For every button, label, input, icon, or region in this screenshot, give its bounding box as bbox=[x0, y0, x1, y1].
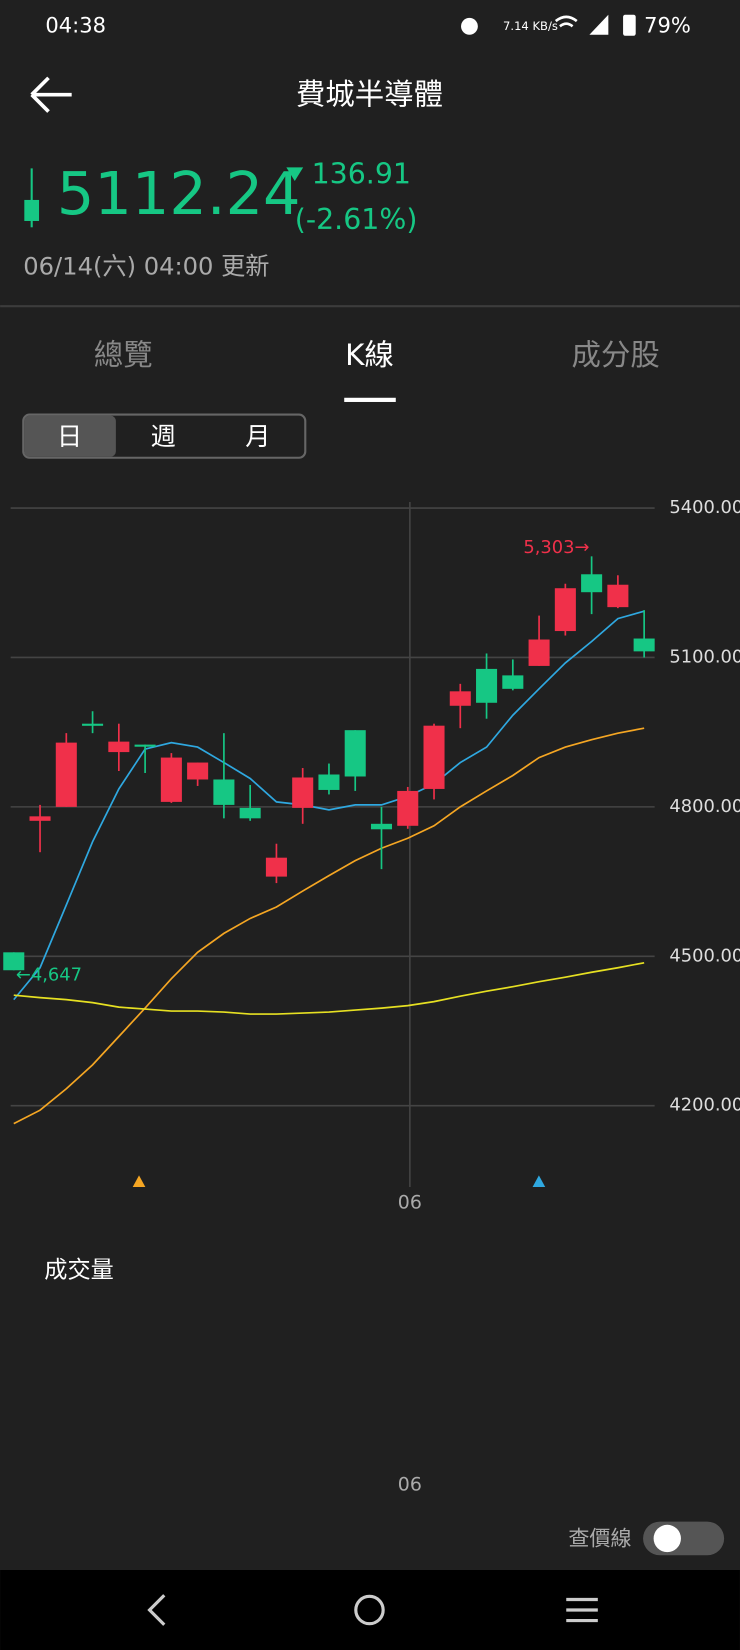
candle-body bbox=[423, 725, 445, 789]
moving-average bbox=[13, 961, 645, 1015]
candle-body bbox=[528, 639, 550, 666]
battery-icon bbox=[623, 14, 636, 36]
period-selector bbox=[22, 413, 307, 459]
y-tick-label: 5400.00 bbox=[669, 497, 740, 518]
period-option[interactable]: 日 bbox=[57, 422, 82, 451]
tab[interactable]: 總覽 bbox=[94, 338, 153, 372]
candle-body bbox=[502, 675, 524, 689]
price-icon-body bbox=[24, 199, 40, 221]
candle-body bbox=[370, 823, 393, 830]
page-title: 費城半導體 bbox=[296, 77, 443, 111]
candle-body bbox=[344, 730, 366, 777]
candle-body bbox=[134, 744, 156, 747]
nav-menu[interactable] bbox=[566, 1597, 598, 1623]
back-button[interactable] bbox=[30, 76, 72, 113]
marker bbox=[132, 1175, 146, 1187]
tab-underline bbox=[344, 397, 396, 402]
high-annotation: 5,303→ bbox=[523, 537, 589, 558]
candle-body bbox=[213, 779, 235, 805]
period-option[interactable]: 月 bbox=[245, 422, 270, 451]
wifi-icon bbox=[554, 15, 578, 28]
nav-back[interactable] bbox=[147, 1594, 166, 1626]
tab[interactable]: 成分股 bbox=[572, 338, 660, 372]
price: 5112.24 bbox=[57, 159, 301, 228]
nav-home[interactable] bbox=[354, 1594, 385, 1626]
moving-average bbox=[13, 727, 645, 1125]
battery-level: 79% bbox=[644, 12, 691, 37]
candle-body bbox=[265, 857, 287, 877]
candle-body bbox=[476, 668, 498, 703]
candle-body bbox=[29, 816, 51, 821]
moving-average bbox=[13, 610, 645, 1001]
update-time: 06/14(六) 04:00 更新 bbox=[23, 252, 269, 280]
y-tick-label: 4200.00 bbox=[669, 1095, 740, 1116]
candle-body bbox=[581, 574, 603, 593]
candle-body bbox=[82, 723, 104, 726]
candle-body bbox=[607, 584, 629, 608]
y-tick-label: 4800.00 bbox=[669, 796, 740, 817]
volume-x-tick-label: 06 bbox=[398, 1473, 422, 1495]
candle-body bbox=[160, 757, 182, 802]
dnd-icon bbox=[461, 17, 478, 35]
tab-active[interactable]: K線 bbox=[345, 338, 394, 372]
candle-body bbox=[397, 790, 419, 826]
change: 136.91 bbox=[312, 158, 411, 191]
period-option[interactable]: 週 bbox=[151, 422, 176, 451]
signal-icon bbox=[589, 14, 609, 35]
down-arrow bbox=[286, 167, 304, 181]
nav-bar bbox=[0, 1570, 740, 1650]
candle-body bbox=[318, 774, 340, 790]
candle-body bbox=[449, 691, 471, 706]
candle-body bbox=[187, 762, 209, 780]
marker bbox=[532, 1175, 546, 1187]
candle-body bbox=[239, 807, 261, 819]
toggle-knob bbox=[653, 1524, 681, 1553]
candle-body bbox=[108, 741, 130, 753]
period-selected bbox=[24, 415, 116, 457]
change-pct: (-2.61%) bbox=[295, 203, 418, 236]
status-time: 04:38 bbox=[45, 12, 106, 37]
y-tick-label: 5100.00 bbox=[669, 646, 740, 667]
candle-body bbox=[554, 588, 576, 632]
net-speed: 7.14 KB/s bbox=[503, 19, 558, 33]
candle-body bbox=[633, 638, 655, 652]
candle-body bbox=[55, 742, 77, 807]
volume-label: 成交量 bbox=[44, 1258, 113, 1284]
x-tick-label: 06 bbox=[398, 1191, 422, 1213]
low-annotation: ←4,647 bbox=[16, 965, 82, 986]
candle-body bbox=[292, 777, 314, 808]
toggle-label: 查價線 bbox=[568, 1526, 631, 1551]
candle-body bbox=[3, 952, 25, 971]
chart: 4200.00 4500.00 4800.00 5100.00 5400.00 06 06 5… bbox=[3, 497, 740, 1495]
y-tick-label: 4500.00 bbox=[669, 945, 740, 966]
